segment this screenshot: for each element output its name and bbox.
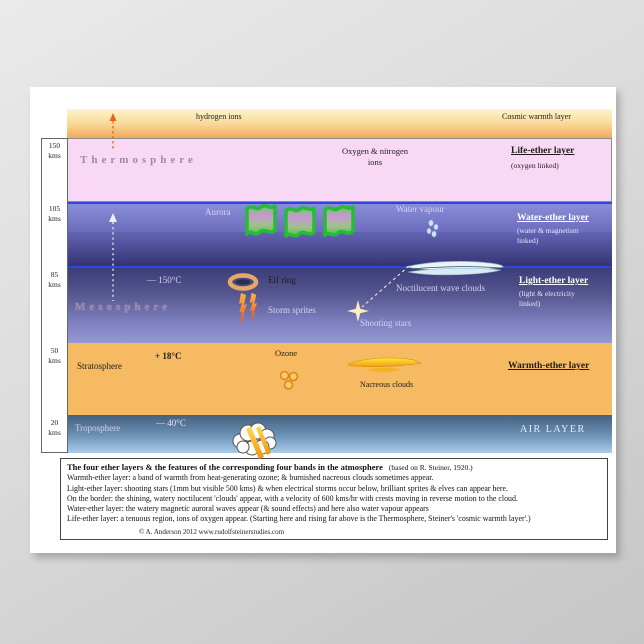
description-title: The four ether layers & the features of … (67, 462, 383, 472)
water-ether-sub-line2: linked) (517, 236, 539, 246)
stratosphere-temperature: + 18°C (155, 351, 182, 361)
altitude-label-20: 20 kms (41, 418, 68, 438)
altitude-value: 85 (50, 270, 59, 279)
rising-column-arrow-icon (107, 213, 119, 301)
troposphere-temperature: — 40°C (156, 418, 186, 428)
description-line-border: On the border: the shining, watery nocti… (67, 493, 518, 503)
water-ether-layer-heading: Water-ether layer (517, 213, 590, 223)
life-ether-layer-heading: Life-ether layer (511, 146, 575, 156)
altitude-value: 50 (50, 346, 59, 355)
description-attribution: (based on R. Steiner, 1920.) (388, 463, 473, 472)
light-ether-layer-heading: Light-ether layer (519, 276, 589, 286)
copyright-line: © A. Anderson 2012 www.rudolfsteinerstud… (139, 527, 285, 536)
shooting-star-icon (345, 263, 413, 321)
noctilucent-clouds-label: Noctilucent wave clouds (396, 283, 485, 293)
life-ether-layer-sub: (oxygen linked) (511, 161, 559, 170)
mesosphere-band (67, 268, 612, 343)
description-line-light: Light-ether layer: shooting stars (1mm b… (67, 483, 509, 493)
altitude-unit: kms (48, 355, 61, 365)
oxygen-nitrogen-line1: Oxygen & nitrogen (341, 146, 409, 156)
troposphere-band (67, 415, 612, 453)
light-ether-sub-line2: linked) (519, 299, 541, 309)
aurora-label: Aurora (205, 207, 231, 217)
altitude-value: 150 (48, 141, 61, 150)
troposphere-name: Troposphere (75, 423, 121, 433)
elf-ring-icon (227, 273, 259, 291)
mesosphere-name: Mesosphere (75, 301, 172, 313)
nacreous-clouds-label: Nacreous clouds (360, 380, 414, 389)
ozone-label: Ozone (275, 348, 298, 358)
noctilucent-clouds-icon (404, 259, 506, 279)
description-line-warmth: Warmth-ether layer: a band of warmth fro… (67, 473, 434, 483)
cosmic-warmth-layer-label: Cosmic warmth layer (502, 112, 571, 121)
altitude-label-105: 105 kms (41, 204, 68, 224)
altitude-label-150: 150 kms (41, 141, 68, 161)
storm-sprites-label: Storm sprites (268, 305, 316, 315)
altitude-label-50: 50 kms (41, 346, 68, 366)
thermosphere-name: Thermosphere (80, 154, 197, 166)
altitude-unit: kms (48, 279, 61, 289)
light-ether-sub-line1: (light & electricity (519, 289, 575, 298)
light-ether-layer-sub: (light & electricity linked) (519, 289, 575, 309)
oxygen-nitrogen-ions-label: Oxygen & nitrogen ions (333, 146, 417, 169)
altitude-value: 20 (50, 418, 59, 427)
thermosphere-band (67, 138, 612, 202)
storm-sprites-icon (236, 292, 262, 326)
description-line-life: Life-ether layer: a tenuous region, ions… (67, 514, 531, 524)
water-ether-sub-line1: (water & magnetism (517, 226, 579, 235)
hydrogen-ions-label: hydrogen ions (196, 112, 242, 121)
nacreous-clouds-icon (346, 355, 424, 377)
description-box: The four ether layers & the features of … (60, 458, 608, 540)
altitude-unit: kms (48, 427, 61, 437)
aurora-icon (244, 201, 362, 243)
altitude-unit: kms (48, 150, 61, 160)
altitude-unit: kms (48, 213, 61, 223)
warmth-ether-layer-heading: Warmth-ether layer (508, 361, 590, 371)
oxygen-nitrogen-line2: ions (367, 157, 383, 168)
altitude-value: 105 (48, 204, 61, 213)
description-line-water: Water-ether layer: the watery magnetic a… (67, 504, 429, 514)
description-title-line: The four ether layers & the features of … (67, 462, 601, 473)
air-layer-heading: AIR LAYER (520, 424, 586, 435)
water-ether-layer-sub: (water & magnetism linked) (517, 226, 579, 246)
atmosphere-ether-layers-poster: 150 kms 105 kms 85 kms 50 kms 20 kms hydrogen… (30, 87, 616, 553)
ozone-molecule-icon (279, 370, 301, 392)
thunder-cloud-icon (226, 420, 282, 462)
water-vapour-label: Water vapour (396, 204, 445, 214)
stratosphere-name: Stratosphere (77, 361, 122, 371)
stratosphere-band (67, 343, 612, 415)
rising-warmth-arrow-icon (108, 113, 118, 151)
water-vapour-droplets-icon (425, 219, 441, 239)
altitude-label-85: 85 kms (41, 270, 68, 290)
shooting-stars-label: Shooting stars (360, 318, 412, 328)
cosmic-warmth-band (67, 109, 612, 138)
mesosphere-temperature: — 150°C (147, 275, 182, 285)
altitude-scale-box (41, 138, 68, 453)
elf-ring-label: Elf ring (268, 275, 296, 285)
